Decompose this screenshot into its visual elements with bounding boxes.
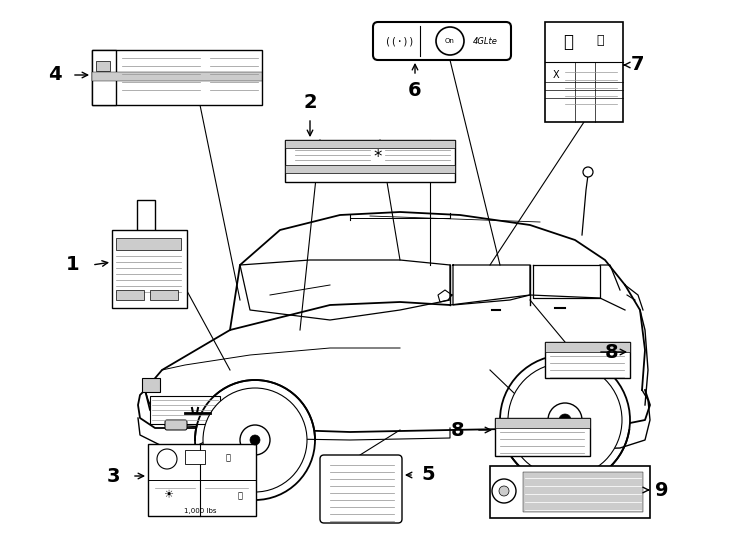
Text: 1,000 lbs: 1,000 lbs — [184, 508, 217, 514]
Circle shape — [492, 479, 516, 503]
Bar — [285, 140, 455, 182]
Bar — [92, 72, 262, 81]
Circle shape — [508, 363, 622, 477]
Bar — [96, 61, 110, 71]
Text: 1: 1 — [66, 255, 80, 274]
Text: 4GLte: 4GLte — [473, 37, 498, 45]
Circle shape — [195, 380, 315, 500]
Circle shape — [583, 167, 593, 177]
Bar — [92, 50, 262, 105]
Bar — [185, 450, 205, 464]
Circle shape — [240, 425, 270, 455]
Bar — [285, 165, 455, 173]
Bar — [116, 238, 181, 250]
Bar — [116, 290, 144, 300]
Circle shape — [548, 403, 582, 437]
Text: On: On — [445, 38, 455, 44]
Bar — [112, 230, 187, 308]
Circle shape — [157, 449, 177, 469]
Text: 7: 7 — [631, 56, 644, 75]
Text: 📋: 📋 — [596, 33, 604, 46]
Bar — [142, 378, 160, 392]
Circle shape — [499, 486, 509, 496]
Text: ((·)): ((·)) — [385, 36, 415, 46]
Circle shape — [559, 414, 571, 426]
Text: ⛽: ⛽ — [563, 33, 573, 51]
Text: 8: 8 — [451, 421, 465, 440]
Text: 4: 4 — [48, 65, 62, 84]
Bar — [545, 342, 630, 352]
Bar — [523, 472, 643, 512]
Bar — [137, 200, 155, 232]
Bar — [490, 466, 650, 518]
FancyBboxPatch shape — [165, 420, 187, 430]
Bar — [495, 418, 590, 456]
Text: 3: 3 — [106, 467, 120, 485]
Text: 9: 9 — [655, 481, 669, 500]
Circle shape — [500, 355, 630, 485]
Text: 6: 6 — [408, 80, 422, 99]
Text: *: * — [374, 148, 382, 166]
Bar — [545, 22, 623, 122]
Text: 8: 8 — [606, 342, 619, 361]
Circle shape — [250, 435, 260, 445]
Text: 2: 2 — [303, 93, 317, 112]
Text: X: X — [553, 70, 559, 80]
Bar — [150, 290, 178, 300]
FancyBboxPatch shape — [373, 22, 511, 60]
Circle shape — [203, 388, 307, 492]
FancyBboxPatch shape — [320, 455, 402, 523]
Bar — [495, 418, 590, 428]
Text: 5: 5 — [421, 465, 435, 484]
Bar — [92, 50, 116, 105]
Text: ☀: ☀ — [163, 490, 173, 500]
Bar — [545, 342, 630, 378]
Text: 🌧: 🌧 — [238, 491, 242, 501]
Circle shape — [436, 27, 464, 55]
Text: ⬛: ⬛ — [225, 454, 230, 462]
Bar — [285, 140, 455, 148]
Bar — [150, 396, 220, 424]
Bar — [148, 444, 256, 516]
